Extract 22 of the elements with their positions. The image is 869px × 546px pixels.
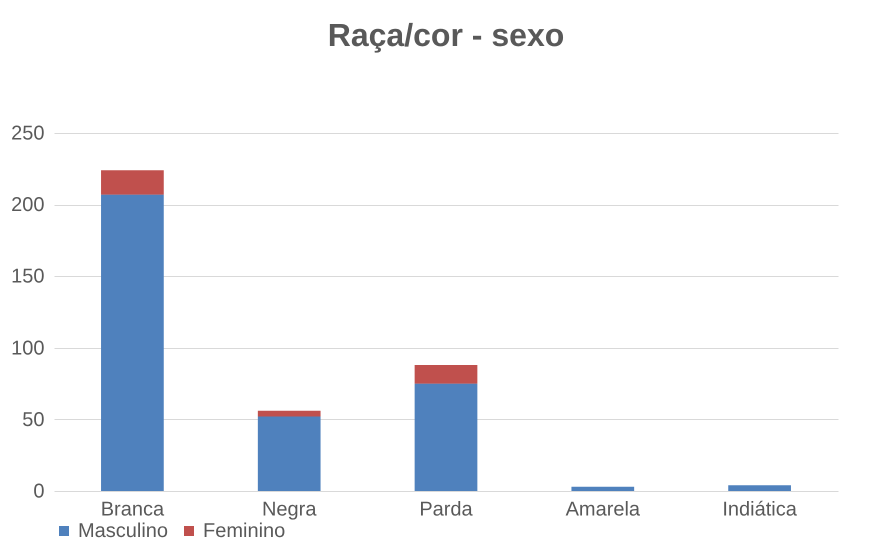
chart-title: Raça/cor - sexo — [328, 17, 564, 53]
legend-label: Masculino — [78, 520, 168, 542]
y-tick-label: 0 — [33, 480, 44, 502]
x-tick-label: Indiática — [722, 498, 798, 520]
x-tick-label: Amarela — [566, 498, 641, 520]
y-tick-label: 100 — [11, 337, 44, 360]
y-tick-label: 200 — [11, 194, 44, 216]
y-tick-label: 50 — [22, 408, 44, 431]
y-tick-label: 250 — [11, 122, 44, 144]
y-tick-label: 150 — [11, 266, 44, 288]
bar — [571, 486, 634, 491]
bar — [258, 410, 321, 417]
bar — [414, 384, 478, 491]
bar — [101, 194, 164, 491]
x-tick-label: Branca — [100, 498, 165, 520]
x-tick-label: Parda — [419, 498, 474, 520]
bar — [414, 364, 478, 384]
bar — [258, 416, 321, 491]
bar — [101, 170, 164, 195]
bar — [728, 485, 791, 491]
legend-label: Feminino — [203, 520, 286, 542]
x-tick-label: Negra — [262, 498, 318, 520]
